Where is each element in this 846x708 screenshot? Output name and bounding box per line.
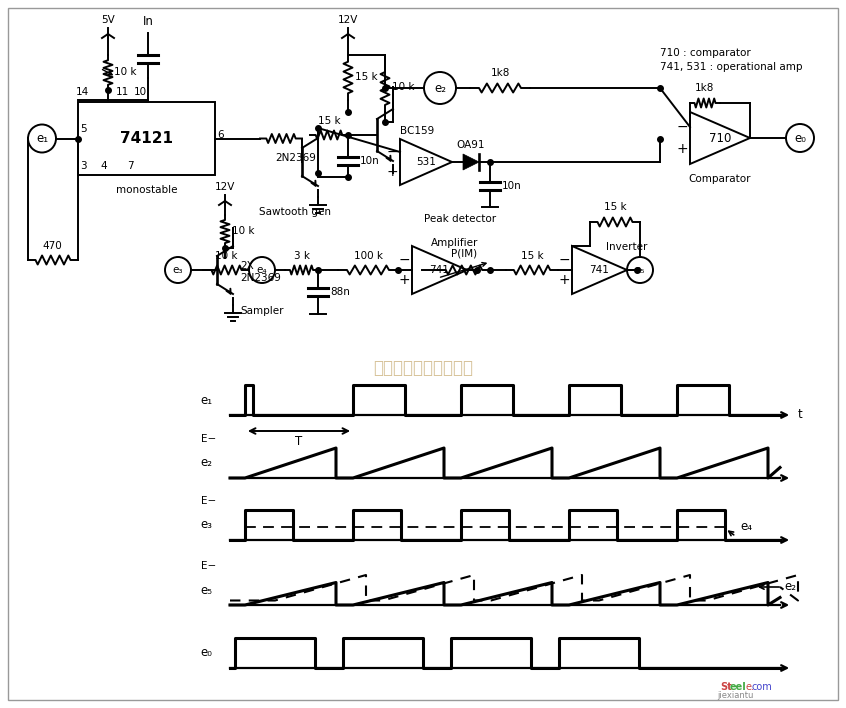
FancyBboxPatch shape xyxy=(78,102,215,175)
Text: +: + xyxy=(387,165,398,179)
Text: −: − xyxy=(558,253,570,267)
Text: 15 k: 15 k xyxy=(355,72,377,82)
Text: −: − xyxy=(398,253,410,267)
Text: 2X
2N2369: 2X 2N2369 xyxy=(240,261,281,282)
Text: e₁: e₁ xyxy=(36,132,48,145)
Text: e₃: e₃ xyxy=(173,265,184,275)
Text: 5: 5 xyxy=(80,125,86,135)
Text: 5V: 5V xyxy=(102,15,115,25)
Text: e₀: e₀ xyxy=(201,646,212,659)
Text: 1k8: 1k8 xyxy=(695,83,715,93)
Text: 710 : comparator: 710 : comparator xyxy=(660,48,750,58)
Text: e₀: e₀ xyxy=(794,132,806,144)
Text: In: In xyxy=(143,15,153,28)
Text: 6: 6 xyxy=(217,130,223,139)
Text: e₁: e₁ xyxy=(200,394,212,406)
Text: 4: 4 xyxy=(101,161,107,171)
Text: 531: 531 xyxy=(416,157,436,167)
Text: e₂: e₂ xyxy=(200,457,212,469)
Text: e₅: e₅ xyxy=(200,583,212,597)
Text: Inverter: Inverter xyxy=(606,242,647,252)
Text: E−: E− xyxy=(201,434,216,444)
Text: 10 k: 10 k xyxy=(114,67,136,77)
Text: Comparator: Comparator xyxy=(689,174,751,184)
Text: OA91: OA91 xyxy=(457,140,486,150)
Text: 10 k: 10 k xyxy=(392,82,415,92)
Text: −: − xyxy=(387,145,398,159)
Text: e₄: e₄ xyxy=(740,520,752,533)
Text: 10 k: 10 k xyxy=(232,226,255,236)
Text: 11: 11 xyxy=(115,87,129,97)
Text: 杭州将睿科技有限公司: 杭州将睿科技有限公司 xyxy=(373,359,473,377)
Text: 15 k: 15 k xyxy=(318,116,340,126)
Text: e₃: e₃ xyxy=(200,518,212,532)
Text: 88n: 88n xyxy=(330,287,350,297)
Text: +: + xyxy=(676,142,688,156)
Text: 12V: 12V xyxy=(215,182,235,192)
Text: e.: e. xyxy=(745,682,754,692)
Text: e₄: e₄ xyxy=(256,265,267,275)
Text: Sampler: Sampler xyxy=(240,306,283,316)
Text: e₂: e₂ xyxy=(434,81,446,94)
Text: t: t xyxy=(798,409,803,421)
Text: 10: 10 xyxy=(134,87,146,97)
Text: Amplifier: Amplifier xyxy=(431,238,479,248)
Text: 1k8: 1k8 xyxy=(491,68,509,78)
Text: 710: 710 xyxy=(709,132,731,144)
Text: 741: 741 xyxy=(590,265,609,275)
Text: 15 k: 15 k xyxy=(604,202,626,212)
Text: 2N2369: 2N2369 xyxy=(275,153,316,163)
Text: Peak detector: Peak detector xyxy=(424,214,496,224)
Text: 100 k: 100 k xyxy=(354,251,382,261)
Text: 10 k: 10 k xyxy=(215,251,237,261)
Text: 10n: 10n xyxy=(502,181,522,191)
Text: e₅: e₅ xyxy=(634,265,645,275)
Text: +: + xyxy=(398,273,410,287)
Text: 741, 531 : operational amp: 741, 531 : operational amp xyxy=(660,62,803,72)
Text: 10n: 10n xyxy=(360,156,380,166)
Text: St: St xyxy=(720,682,732,692)
Text: 3 k: 3 k xyxy=(294,251,310,261)
Text: −: − xyxy=(676,120,688,134)
Text: E−: E− xyxy=(201,496,216,506)
Text: com: com xyxy=(752,682,772,692)
Polygon shape xyxy=(463,154,479,170)
Text: 14: 14 xyxy=(75,87,89,97)
Text: Sawtooth gen: Sawtooth gen xyxy=(259,207,331,217)
Text: monostable: monostable xyxy=(116,185,178,195)
Text: eel: eel xyxy=(730,682,747,692)
Text: 74121: 74121 xyxy=(120,131,173,146)
Text: 7: 7 xyxy=(127,161,134,171)
Text: jiexiantu: jiexiantu xyxy=(717,691,753,700)
Text: P(IM): P(IM) xyxy=(451,248,477,258)
Text: 12V: 12V xyxy=(338,15,358,25)
Text: BC159: BC159 xyxy=(400,126,434,136)
Text: 741: 741 xyxy=(430,265,449,275)
Text: 3: 3 xyxy=(80,161,86,171)
Text: E−: E− xyxy=(201,561,216,571)
Text: 470: 470 xyxy=(42,241,62,251)
Text: +: + xyxy=(558,273,570,287)
Text: e₂: e₂ xyxy=(784,581,796,593)
Text: T: T xyxy=(295,435,303,448)
Text: 15 k: 15 k xyxy=(520,251,543,261)
